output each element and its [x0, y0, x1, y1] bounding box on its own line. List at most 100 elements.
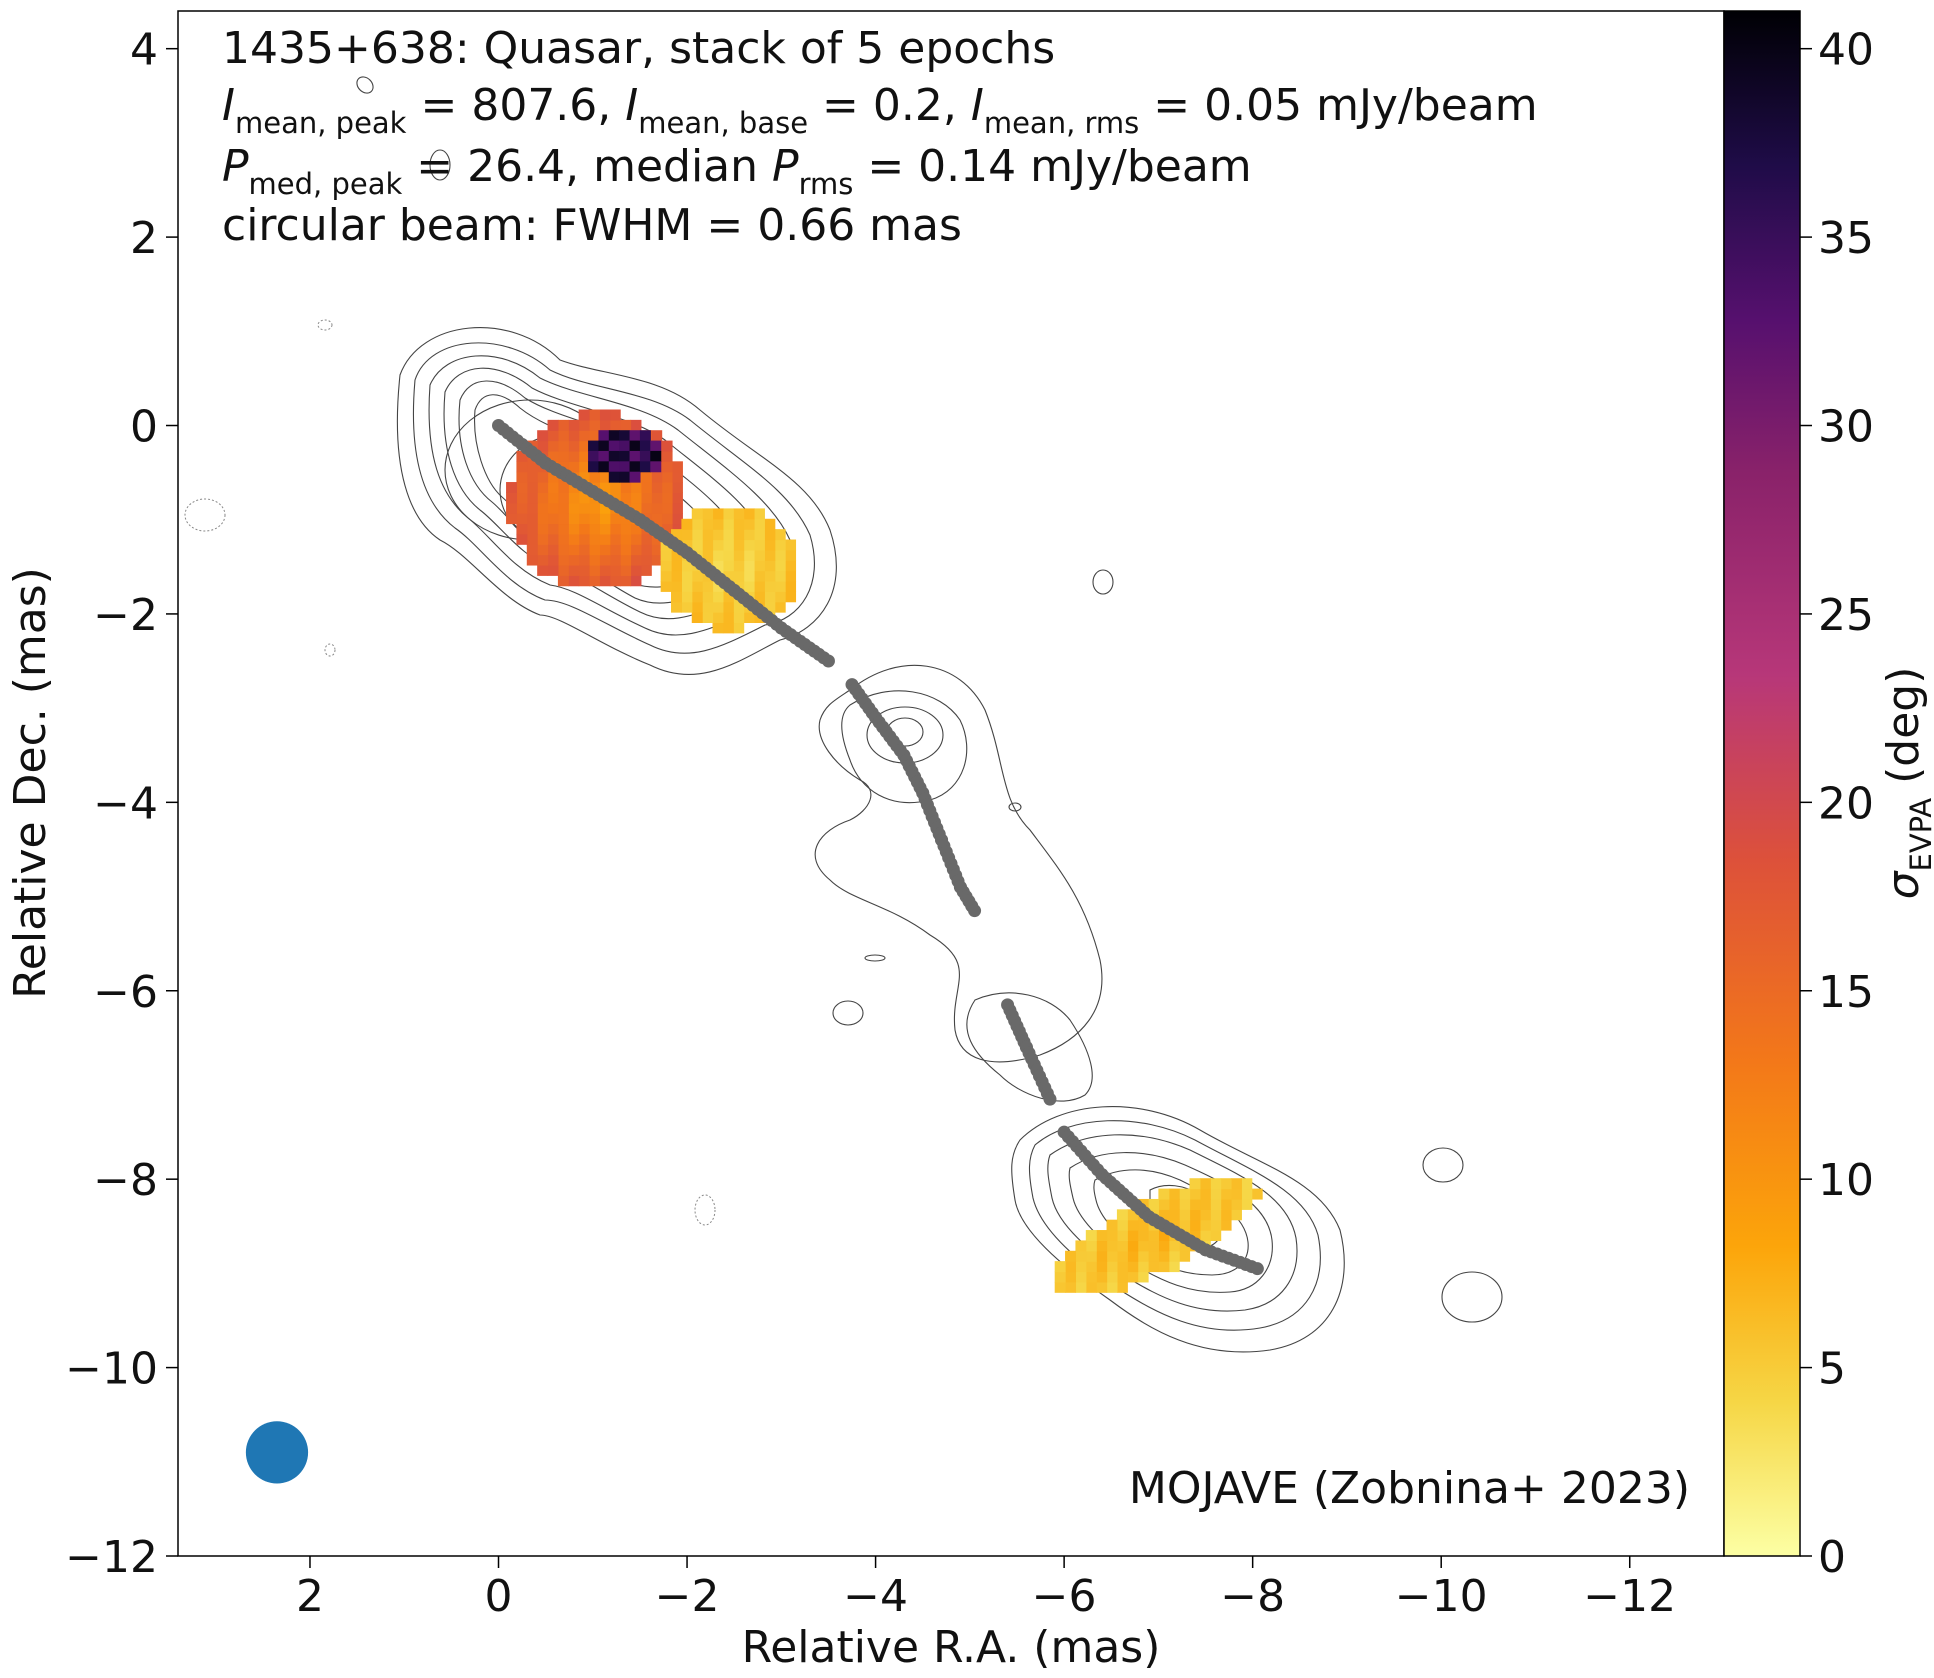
evpa-pixel [516, 471, 528, 483]
contour-lower-3 [1028, 1120, 1321, 1331]
evpa-pixel [557, 523, 569, 535]
beam-ellipse [245, 1421, 309, 1484]
title-val-mean-peak: = 807.6, [406, 80, 625, 131]
evpa-pixel [1127, 1271, 1139, 1283]
contour-blob-8 [429, 149, 451, 181]
evpa-pixel [712, 612, 724, 624]
evpa-pixel [526, 502, 538, 514]
evpa-pixel [1189, 1178, 1201, 1190]
evpa-pixel [1220, 1188, 1232, 1200]
x-tick-label: 2 [296, 1571, 324, 1622]
evpa-pixel [785, 560, 797, 572]
evpa-pixel [598, 461, 610, 473]
evpa-pixel [557, 482, 569, 493]
evpa-pixel [599, 575, 611, 587]
evpa-pixel [743, 518, 755, 530]
evpa-pixel [526, 533, 538, 545]
evpa-pixel [620, 533, 632, 545]
evpa-pixel [589, 533, 600, 545]
evpa-pixel [743, 539, 755, 551]
evpa-pixel [1065, 1281, 1077, 1293]
title-line-1: 1435+638: Quasar, stack of 5 epochs [222, 23, 1055, 74]
evpa-pixel [753, 560, 765, 572]
evpa-pixel [599, 482, 611, 493]
evpa-pixel [598, 430, 610, 442]
evpa-pixel [753, 580, 765, 592]
evpa-pixel [516, 482, 528, 493]
colorbar-tick-label: 15 [1818, 967, 1874, 1018]
evpa-pixel [620, 492, 632, 504]
evpa-pixel [712, 549, 724, 561]
evpa-pixel [733, 601, 745, 613]
evpa-pixel [1210, 1230, 1222, 1242]
evpa-pixel [568, 461, 580, 473]
evpa-pixel [630, 502, 642, 514]
evpa-pixel [1085, 1261, 1097, 1273]
evpa-pixel [589, 513, 600, 525]
evpa-pixel [578, 523, 590, 535]
evpa-pixel [651, 513, 663, 525]
evpa-pixel [1127, 1261, 1139, 1273]
evpa-pixel [640, 471, 652, 483]
evpa-pixel [589, 523, 600, 535]
evpa-pixel [568, 419, 580, 431]
evpa-pixel [1241, 1178, 1253, 1190]
evpa-pixel [733, 622, 745, 634]
evpa-pixel [1127, 1209, 1139, 1221]
evpa-pixel [598, 450, 610, 462]
evpa-pixel [1054, 1271, 1066, 1283]
evpa-pixel [526, 482, 538, 493]
evpa-pixel [681, 570, 693, 582]
evpa-pixel [547, 523, 559, 535]
evpa-pixel [526, 461, 538, 473]
neg-contour-1 [184, 498, 226, 532]
evpa-pixel [650, 450, 662, 462]
evpa-pixel [1148, 1261, 1159, 1273]
evpa-pixel [589, 430, 600, 442]
evpa-pixel [774, 529, 786, 541]
evpa-pixel [557, 564, 569, 576]
evpa-pixel [608, 430, 620, 442]
evpa-pixel [671, 570, 682, 582]
evpa-pixel [660, 560, 672, 572]
evpa-pixel [557, 430, 569, 442]
evpa-pixel [1148, 1240, 1159, 1252]
evpa-pixel [1127, 1219, 1139, 1231]
evpa-pixel [619, 461, 631, 473]
evpa-pixel [774, 601, 786, 613]
evpa-pixel [568, 513, 580, 525]
evpa-pixel [547, 450, 559, 462]
evpa-pixel [702, 580, 714, 592]
evpa-pixel [651, 533, 663, 545]
evpa-pixel [1127, 1230, 1139, 1242]
evpa-pixel [639, 430, 651, 442]
contour-blob-1 [1092, 569, 1114, 595]
evpa-pixel [620, 554, 632, 566]
evpa-pixel [691, 508, 703, 520]
evpa-pixel [671, 591, 682, 603]
evpa-pixel [764, 580, 776, 592]
evpa-pixel [702, 612, 714, 624]
evpa-pixel [578, 461, 590, 473]
evpa-pixel [589, 544, 600, 556]
evpa-pixel [619, 440, 631, 452]
evpa-pixel [609, 523, 621, 535]
evpa-pixel [629, 471, 641, 483]
y-tick-label: −4 [93, 778, 158, 829]
evpa-pixel [599, 544, 611, 556]
evpa-pixel [1199, 1219, 1211, 1231]
y-tick-label: −2 [93, 590, 158, 641]
evpa-pixel [671, 513, 683, 525]
evpa-pixel [619, 450, 631, 462]
evpa-pixel [506, 492, 518, 504]
x-tick-label: −4 [843, 1571, 908, 1622]
evpa-pixel [702, 601, 714, 613]
evpa-pixel [1116, 1261, 1128, 1273]
evpa-pixel [557, 450, 569, 462]
x-tick-label: −8 [1220, 1571, 1285, 1622]
evpa-pixel [1210, 1178, 1222, 1190]
evpa-pixel [702, 591, 714, 603]
evpa-pixel [1085, 1230, 1097, 1242]
evpa-pixel [1189, 1230, 1201, 1242]
